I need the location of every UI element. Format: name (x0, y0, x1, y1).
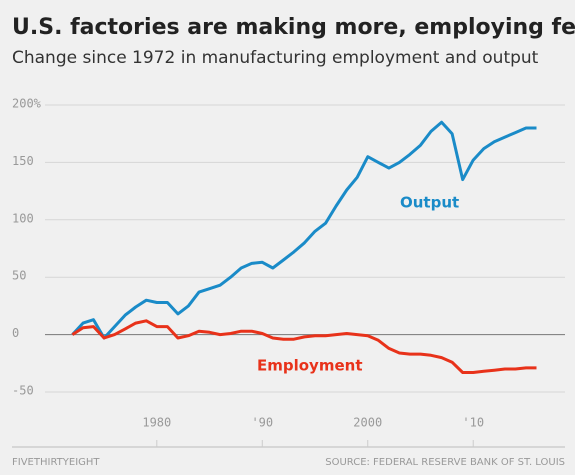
series-label: Employment (257, 357, 363, 375)
y-tick-label: 0 (12, 326, 19, 340)
y-tick-label: 50 (12, 269, 26, 283)
x-tick-label: 2000 (353, 416, 382, 430)
line-series (71, 120, 537, 340)
x-tick-label: 1980 (142, 416, 171, 430)
brand: FIVETHIRTYEIGHT (12, 457, 100, 468)
y-tick-label: -50 (12, 384, 34, 398)
x-tick-label: '90 (251, 416, 273, 430)
y-tick-label: 100 (12, 211, 34, 225)
y-tick-label: 150 (12, 154, 34, 168)
x-tick-label: '10 (462, 416, 484, 430)
chart-title: U.S. factories are making more, employin… (12, 15, 575, 40)
y-tick-label: 200% (12, 97, 42, 111)
source: SOURCE: FEDERAL RESERVE BANK OF ST. LOUI… (325, 457, 565, 468)
series-label: Output (400, 194, 459, 212)
line-series (71, 319, 537, 374)
chart-subtitle: Change since 1972 in manufacturing emplo… (12, 48, 539, 68)
